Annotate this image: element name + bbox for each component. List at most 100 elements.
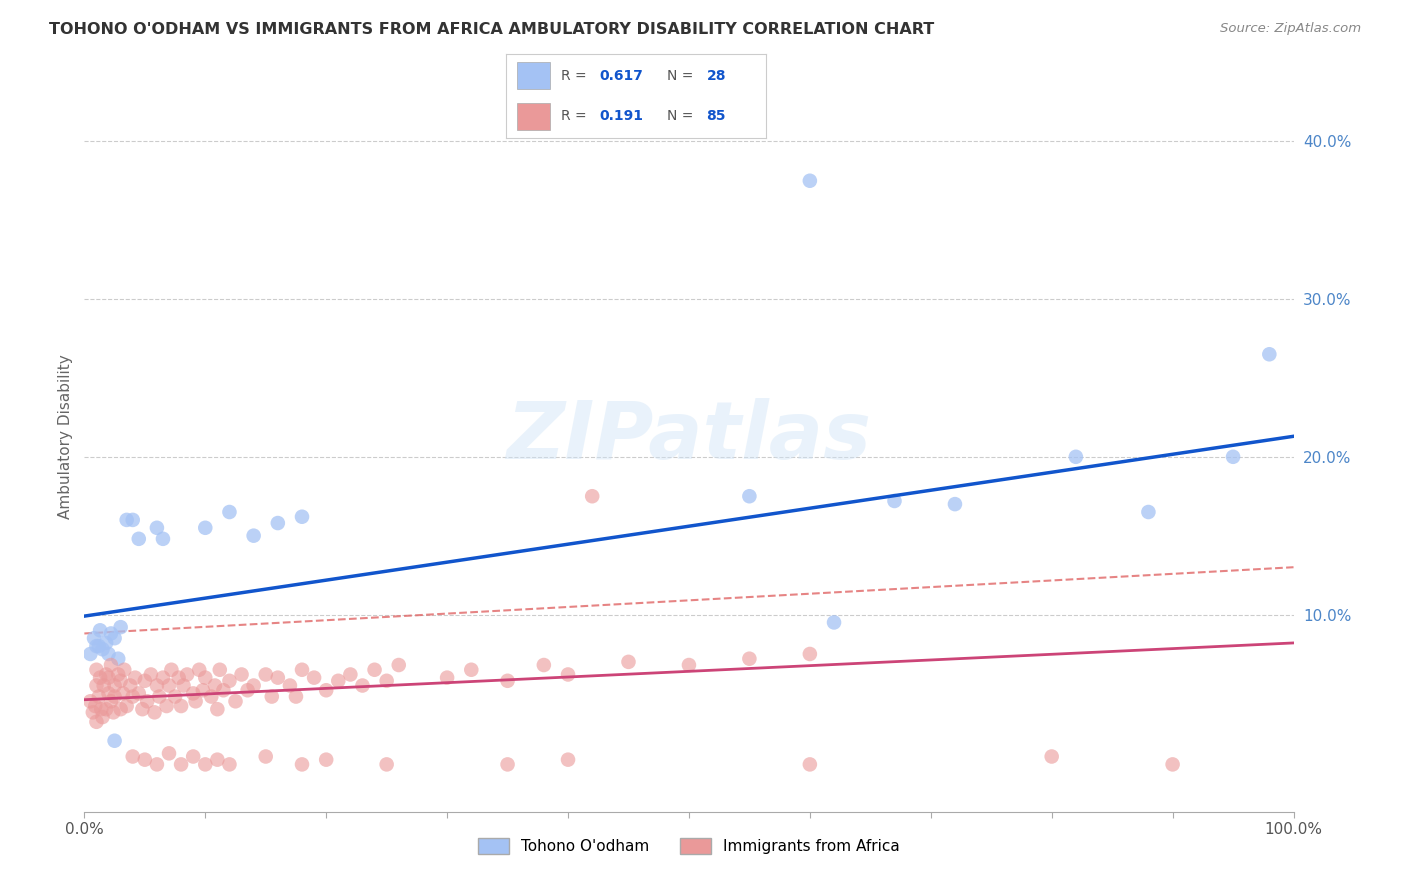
Point: [83, 631, 105, 645]
Point: [100, 626, 122, 640]
Point: [110, 673, 132, 688]
Point: [134, 753, 156, 767]
Point: [112, 686, 135, 700]
Point: [436, 671, 458, 685]
Point: [89, 671, 111, 685]
Point: [170, 757, 193, 772]
Point: [82, 706, 104, 720]
Point: [328, 673, 350, 688]
Point: [218, 757, 240, 772]
Point: [218, 505, 240, 519]
Point: [181, 749, 204, 764]
Point: [194, 521, 217, 535]
Point: [97, 647, 120, 661]
Point: [146, 521, 169, 535]
Point: [267, 516, 290, 530]
Point: [218, 673, 240, 688]
Point: [533, 658, 555, 673]
Point: [254, 667, 277, 681]
Point: [1064, 450, 1087, 464]
Point: [104, 679, 127, 693]
Point: [225, 694, 247, 708]
Point: [148, 690, 170, 704]
Point: [84, 699, 107, 714]
Point: [121, 513, 143, 527]
Point: [207, 702, 229, 716]
Point: [339, 667, 361, 681]
Point: [738, 651, 761, 665]
Point: [128, 686, 150, 700]
Point: [128, 532, 150, 546]
Point: [194, 757, 217, 772]
Point: [302, 671, 325, 685]
Point: [86, 714, 108, 729]
Point: [86, 663, 108, 677]
Point: [260, 690, 283, 704]
Y-axis label: Ambulatory Disability: Ambulatory Disability: [58, 355, 73, 519]
Point: [1222, 450, 1244, 464]
Point: [121, 690, 143, 704]
Point: [617, 655, 640, 669]
Text: Source: ZipAtlas.com: Source: ZipAtlas.com: [1220, 22, 1361, 36]
Point: [157, 747, 180, 761]
Point: [97, 686, 120, 700]
Point: [152, 671, 174, 685]
Point: [236, 683, 259, 698]
Point: [267, 671, 290, 685]
Text: N =: N =: [668, 109, 699, 123]
Point: [94, 702, 117, 716]
Text: R =: R =: [561, 109, 591, 123]
Point: [87, 690, 110, 704]
Point: [1040, 749, 1063, 764]
Point: [173, 679, 195, 693]
Point: [134, 673, 156, 688]
Point: [104, 733, 127, 747]
Point: [188, 663, 211, 677]
Text: N =: N =: [668, 69, 699, 83]
Point: [278, 679, 301, 693]
Text: R =: R =: [561, 69, 591, 83]
Point: [103, 706, 125, 720]
Point: [107, 667, 129, 681]
Point: [91, 710, 114, 724]
Point: [115, 513, 138, 527]
Text: TOHONO O'ODHAM VS IMMIGRANTS FROM AFRICA AMBULATORY DISABILITY CORRELATION CHART: TOHONO O'ODHAM VS IMMIGRANTS FROM AFRICA…: [49, 22, 935, 37]
Point: [375, 757, 398, 772]
Point: [93, 679, 115, 693]
Point: [194, 671, 217, 685]
Point: [460, 663, 482, 677]
Point: [176, 667, 198, 681]
Point: [388, 658, 411, 673]
Point: [155, 699, 177, 714]
Point: [363, 663, 385, 677]
Point: [291, 757, 314, 772]
Point: [94, 636, 117, 650]
Point: [110, 702, 132, 716]
Point: [131, 702, 153, 716]
Point: [146, 757, 169, 772]
Point: [291, 509, 314, 524]
Point: [160, 663, 183, 677]
Point: [200, 690, 222, 704]
Point: [204, 679, 226, 693]
Point: [254, 749, 277, 764]
Point: [678, 658, 700, 673]
Point: [799, 757, 821, 772]
Point: [112, 663, 135, 677]
Point: [242, 679, 264, 693]
Point: [231, 667, 253, 681]
Point: [91, 642, 114, 657]
Point: [315, 683, 337, 698]
Point: [143, 706, 166, 720]
Point: [86, 639, 108, 653]
Point: [157, 679, 180, 693]
Point: [883, 494, 905, 508]
Point: [100, 658, 122, 673]
Point: [799, 174, 821, 188]
Point: [284, 690, 308, 704]
Point: [152, 532, 174, 546]
Text: 28: 28: [706, 69, 725, 83]
Point: [79, 647, 101, 661]
Legend: Tohono O'odham, Immigrants from Africa: Tohono O'odham, Immigrants from Africa: [472, 832, 905, 860]
Point: [496, 757, 519, 772]
